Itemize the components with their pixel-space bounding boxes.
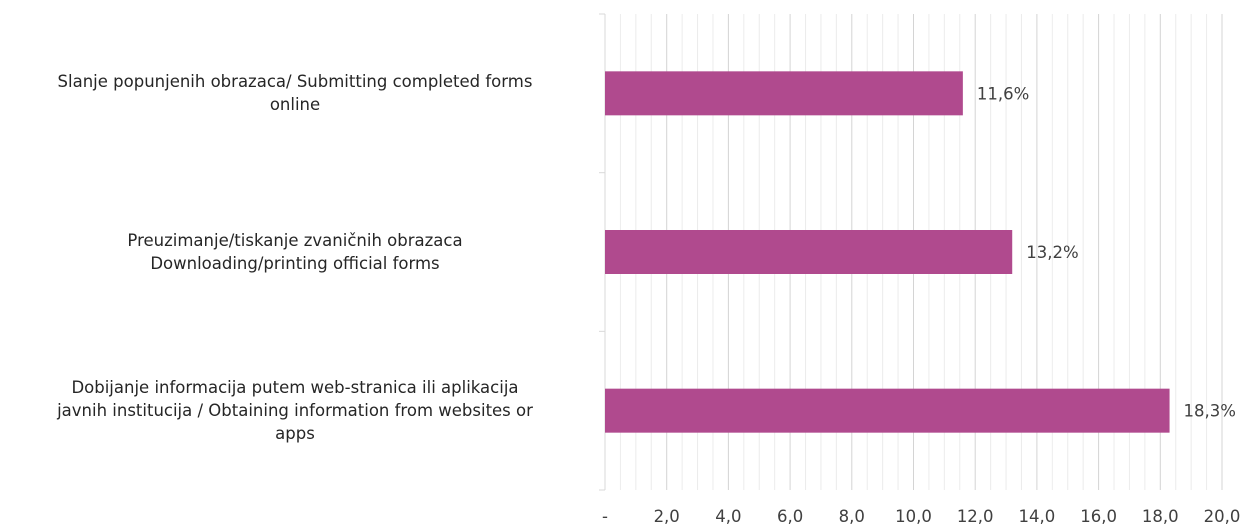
category-label-line: Preuzimanje/tiskanje zvaničnih obrazaca <box>127 231 463 250</box>
data-label: 13,2% <box>1026 243 1078 262</box>
x-tick-label: 14,0 <box>1019 507 1056 526</box>
category-label-line: online <box>269 95 321 115</box>
bar <box>605 388 1170 433</box>
x-tick-label: - <box>602 507 608 526</box>
category-label-line: Dobijanje informacija putem web-stranica… <box>71 378 519 398</box>
x-tick-label: 20,0 <box>1204 507 1241 526</box>
x-axis-ticks: - 2,0 4,0 6,0 8,0 10,0 12,0 14,0 16,0 18,0 20,0 <box>602 507 1240 526</box>
category-label: Preuzimanje/tiskanje zvaničnih obrazaca D… <box>0 229 590 275</box>
bar <box>605 230 1013 274</box>
x-tick-label: 16,0 <box>1080 507 1117 526</box>
category-label-line: Downloading/printing official forms <box>150 254 440 273</box>
x-tick-label: 10,0 <box>895 507 932 526</box>
x-tick-label: 2,0 <box>654 507 680 526</box>
category-label-line: Slanje popunjenih obrazaca/ Submitting c… <box>57 72 533 92</box>
x-tick-label: 12,0 <box>957 507 994 526</box>
data-label: 18,3% <box>1184 402 1236 421</box>
x-tick-label: 4,0 <box>715 507 741 526</box>
bars <box>605 71 1170 433</box>
bar <box>605 71 963 116</box>
data-labels: 11,6% 13,2% 18,3% <box>977 84 1236 420</box>
category-label: Slanje popunjenih obrazaca/ Submitting c… <box>0 70 590 116</box>
x-tick-label: 6,0 <box>777 507 803 526</box>
category-label-line: apps <box>275 424 315 444</box>
category-label-line: javnih institucija / Obtaining informati… <box>57 401 533 421</box>
x-tick-label: 8,0 <box>839 507 865 526</box>
y-axis <box>599 13 606 491</box>
x-tick-label: 18,0 <box>1142 507 1179 526</box>
data-label: 11,6% <box>977 84 1029 103</box>
category-label: Dobijanje informacija putem web-stranica… <box>0 376 590 445</box>
